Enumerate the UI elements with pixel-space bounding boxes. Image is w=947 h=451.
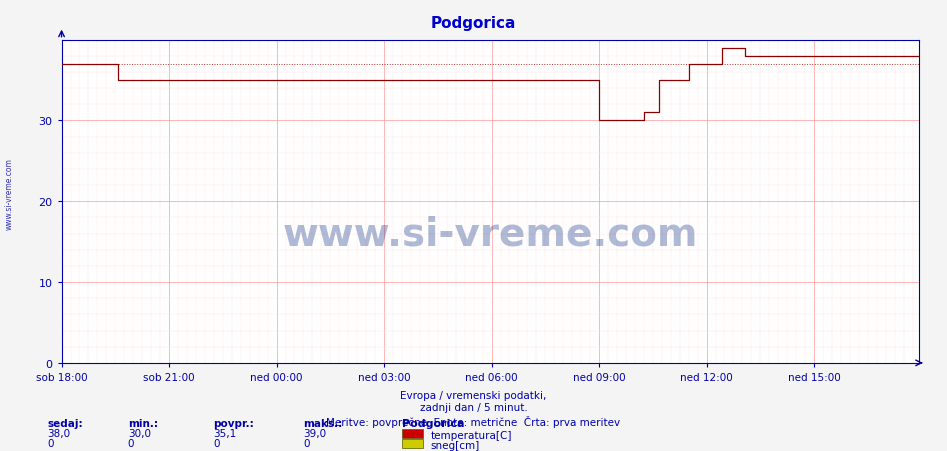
Text: Evropa / vremenski podatki,: Evropa / vremenski podatki, bbox=[401, 390, 546, 400]
Text: povpr.:: povpr.: bbox=[213, 418, 254, 428]
Text: sneg[cm]: sneg[cm] bbox=[431, 440, 480, 450]
Text: maks.:: maks.: bbox=[303, 418, 342, 428]
Text: temperatura[C]: temperatura[C] bbox=[431, 430, 512, 440]
Text: min.:: min.: bbox=[128, 418, 158, 428]
Text: www.si-vreme.com: www.si-vreme.com bbox=[5, 158, 14, 230]
Text: 38,0: 38,0 bbox=[47, 428, 70, 438]
Text: sedaj:: sedaj: bbox=[47, 418, 83, 428]
Text: 35,1: 35,1 bbox=[213, 428, 237, 438]
Text: 0: 0 bbox=[128, 437, 134, 447]
Text: zadnji dan / 5 minut.: zadnji dan / 5 minut. bbox=[420, 402, 527, 412]
Text: Meritve: povprečne  Enote: metrične  Črta: prva meritev: Meritve: povprečne Enote: metrične Črta:… bbox=[327, 415, 620, 427]
Text: Podgorica: Podgorica bbox=[402, 418, 465, 428]
Text: 39,0: 39,0 bbox=[303, 428, 326, 438]
Text: 0: 0 bbox=[213, 437, 220, 447]
Text: Podgorica: Podgorica bbox=[431, 16, 516, 31]
Text: 0: 0 bbox=[47, 437, 54, 447]
Text: 30,0: 30,0 bbox=[128, 428, 151, 438]
Text: 0: 0 bbox=[303, 437, 310, 447]
Text: www.si-vreme.com: www.si-vreme.com bbox=[282, 215, 698, 253]
